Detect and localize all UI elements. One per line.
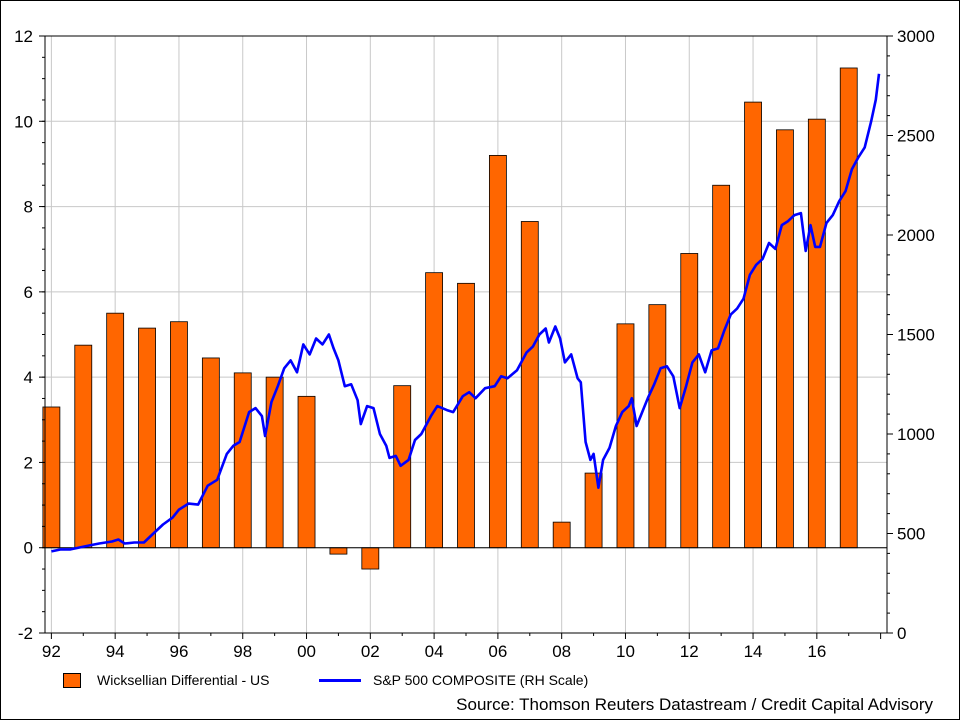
bar-2016 <box>807 118 826 549</box>
bar-2014 <box>744 101 762 549</box>
x-tick-label: 16 <box>807 642 826 661</box>
bar-1997 <box>201 357 220 549</box>
x-tick-label: 12 <box>680 642 699 661</box>
right-tick-label: 0 <box>897 624 906 643</box>
x-tick-label: 00 <box>297 642 316 661</box>
right-tick-label: 2000 <box>897 226 935 245</box>
right-tick-label: 1500 <box>897 326 935 345</box>
bar-2017 <box>839 67 858 549</box>
bar-2000 <box>297 395 316 549</box>
right-tick-label: 1000 <box>897 425 935 444</box>
bar-2002 <box>361 547 380 570</box>
bar-1995 <box>138 327 156 549</box>
legend-label-sp500: S&P 500 COMPOSITE (RH Scale) <box>373 672 589 688</box>
left-axis-ticks: -2 0 2 4 6 8 10 12 <box>14 27 45 643</box>
left-tick-label: 4 <box>24 368 33 387</box>
legend-swatch-line <box>319 678 361 682</box>
left-tick-label: 6 <box>24 283 33 302</box>
bar-1998 <box>233 372 252 549</box>
x-tick-label: 10 <box>616 642 635 661</box>
x-tick-label: 06 <box>488 642 507 661</box>
sp500-line <box>51 73 881 553</box>
x-tick-label: 04 <box>425 642 444 661</box>
x-tick-label: 94 <box>106 642 125 661</box>
right-tick-label: 500 <box>897 525 925 544</box>
bar-2015 <box>776 129 794 549</box>
right-tick-label: 3000 <box>897 27 935 46</box>
legend-item-wicksellian: Wicksellian Differential - US <box>63 670 269 690</box>
source-note: Source: Thomson Reuters Datastream / Cre… <box>456 695 933 714</box>
bar-1999 <box>265 376 284 549</box>
left-tick-label: 0 <box>24 539 33 558</box>
bar-2003 <box>393 385 412 549</box>
left-tick-label: 2 <box>24 453 33 472</box>
legend-swatch-bar <box>63 672 81 688</box>
x-tick-label: 08 <box>552 642 571 661</box>
left-tick-label: -2 <box>18 624 33 643</box>
bar-2011 <box>648 304 667 549</box>
bar-2013 <box>712 184 731 549</box>
bar-2001 <box>329 547 348 555</box>
bar-2007 <box>520 221 539 549</box>
x-tick-label: 14 <box>744 642 763 661</box>
right-axis-ticks: 0 500 1000 1500 2000 2500 3000 <box>887 27 935 643</box>
x-tick-label: 96 <box>169 642 188 661</box>
sp500-path <box>51 73 881 553</box>
right-tick-label: 2500 <box>897 127 935 146</box>
bar-2012 <box>680 253 699 549</box>
bar-1996 <box>170 321 188 549</box>
bar-1993 <box>74 344 93 549</box>
x-axis-ticks: 92 94 96 98 00 02 04 06 08 10 12 14 16 <box>42 633 882 661</box>
bar-2005 <box>457 282 475 549</box>
bars <box>42 67 858 570</box>
bar-2010 <box>616 323 635 549</box>
legend-label-wicksellian: Wicksellian Differential - US <box>97 672 270 688</box>
legend-item-sp500: S&P 500 COMPOSITE (RH Scale) <box>319 670 588 690</box>
bar-2006 <box>488 154 507 549</box>
bar-2008 <box>552 521 571 549</box>
left-tick-label: 12 <box>14 27 33 46</box>
left-tick-label: 10 <box>14 112 33 131</box>
x-tick-label: 02 <box>361 642 380 661</box>
bar-1994 <box>106 312 125 549</box>
x-tick-label: 98 <box>233 642 252 661</box>
x-tick-label: 92 <box>42 642 61 661</box>
left-tick-label: 8 <box>24 198 33 217</box>
